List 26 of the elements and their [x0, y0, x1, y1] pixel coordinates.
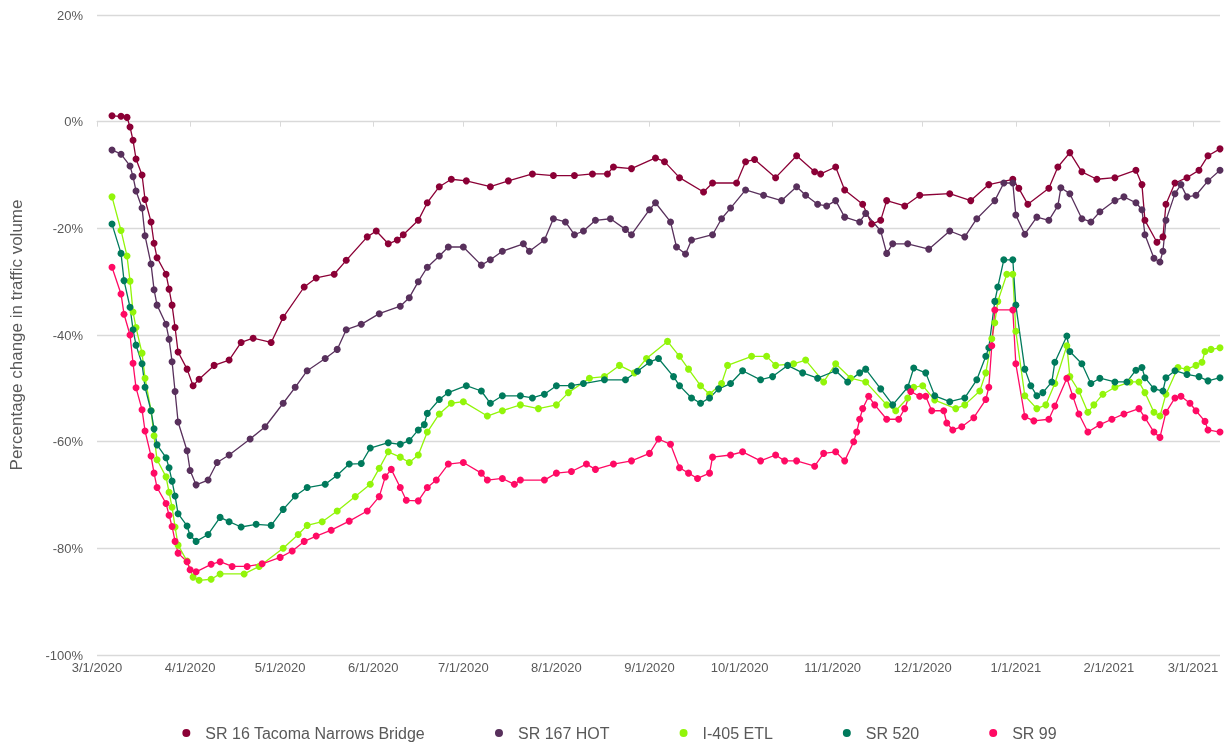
x-tick-label: 8/1/2020	[531, 660, 582, 675]
x-tick-label: 2/1/2021	[1083, 660, 1135, 675]
x-tick-label: 5/1/2020	[254, 660, 306, 675]
legend-label: SR 167 HOT	[517, 724, 610, 742]
y-tick-label: -60%	[52, 434, 84, 450]
y-axis-title: Percentage change in traffic volume	[7, 199, 26, 471]
x-tick-label: 7/1/2020	[438, 660, 489, 675]
x-tick-label: 9/1/2020	[624, 660, 675, 675]
y-tick-label: -40%	[52, 327, 84, 343]
x-tick-label: 11/1/2020	[804, 660, 862, 675]
x-tick-label: 6/1/2020	[347, 660, 399, 675]
x-tick-label: 3/1/2020	[71, 660, 123, 675]
x-tick-label: 4/1/2020	[164, 660, 216, 675]
legend-label: SR 520	[865, 724, 920, 742]
y-tick-label: -20%	[52, 220, 84, 236]
y-tick-label: 0%	[64, 114, 84, 130]
x-tick-label: 12/1/2020	[893, 660, 952, 675]
y-tick-label: -80%	[52, 540, 84, 556]
y-tick-label: -100%	[45, 647, 84, 663]
x-tick-label: 3/1/2021	[1167, 660, 1219, 675]
y-tick-label: 20%	[56, 7, 84, 23]
legend-label: I-405 ETL	[702, 724, 773, 742]
x-tick-label: 10/1/2020	[710, 660, 769, 675]
x-tick-label: 1/1/2021	[990, 660, 1042, 675]
legend-label: SR 99	[1012, 724, 1057, 742]
legend-label: SR 16 Tacoma Narrows Bridge	[205, 724, 425, 742]
